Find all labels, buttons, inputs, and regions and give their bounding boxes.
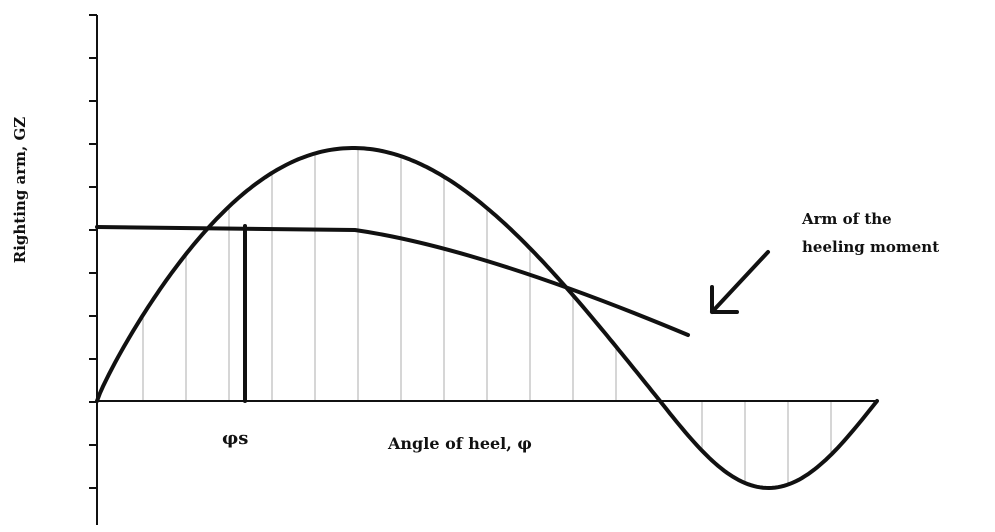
marker-label: φs	[222, 428, 248, 449]
heeling-arm-curve	[95, 225, 690, 337]
y-axis	[89, 14, 98, 525]
x-axis-label: Angle of heel, φ	[387, 434, 532, 453]
righting-arm-curve	[95, 146, 879, 491]
arrow	[710, 250, 770, 314]
y-axis-label: Righting arm, GZ	[11, 117, 29, 264]
annotation-line: Arm of the	[801, 210, 892, 228]
hatching	[142, 148, 875, 485]
annotation-line: heeling moment	[802, 238, 939, 256]
